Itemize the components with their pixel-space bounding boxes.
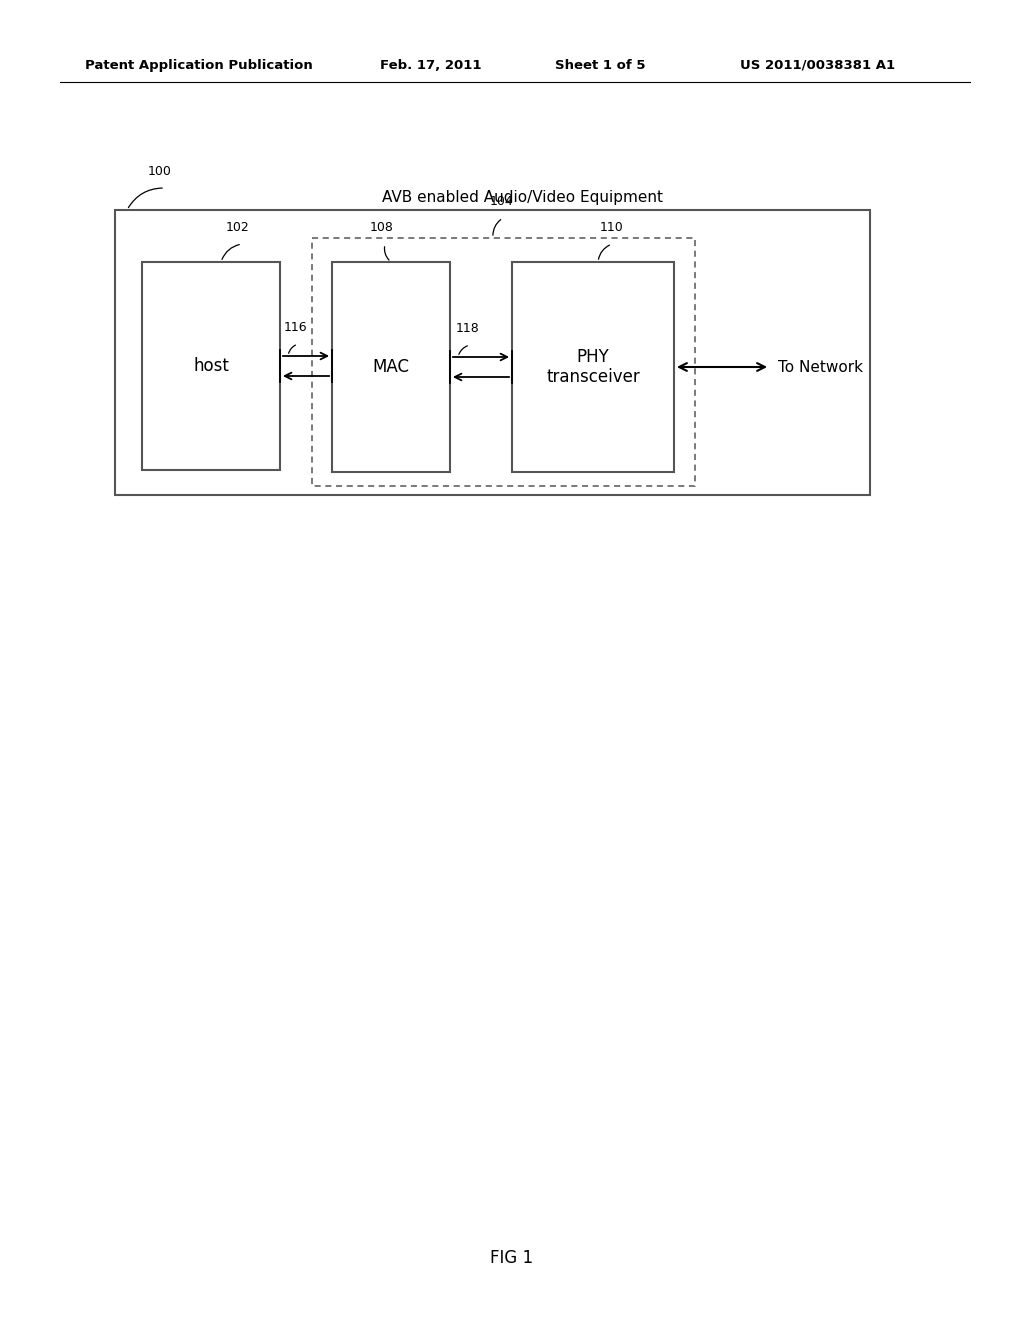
Text: MAC: MAC [373,358,410,376]
Text: 108: 108 [370,220,394,234]
Text: Feb. 17, 2011: Feb. 17, 2011 [380,59,481,73]
Bar [332,261,450,473]
Text: FIG 1: FIG 1 [490,1249,534,1267]
Text: PHY
transceiver: PHY transceiver [546,347,640,387]
Text: AVB enabled Audio/Video Equipment: AVB enabled Audio/Video Equipment [382,190,663,205]
Text: 118: 118 [456,322,480,335]
Text: 104: 104 [490,195,514,209]
Text: host: host [194,356,229,375]
Bar [115,210,870,495]
Bar [512,261,674,473]
Bar [142,261,280,470]
Text: 102: 102 [226,220,250,234]
Text: 116: 116 [284,321,307,334]
Text: US 2011/0038381 A1: US 2011/0038381 A1 [740,59,895,73]
Text: Sheet 1 of 5: Sheet 1 of 5 [555,59,645,73]
Text: To Network: To Network [778,359,863,375]
Text: Patent Application Publication: Patent Application Publication [85,59,312,73]
Text: 100: 100 [148,165,172,178]
Text: 110: 110 [600,220,624,234]
Bar [312,238,695,486]
